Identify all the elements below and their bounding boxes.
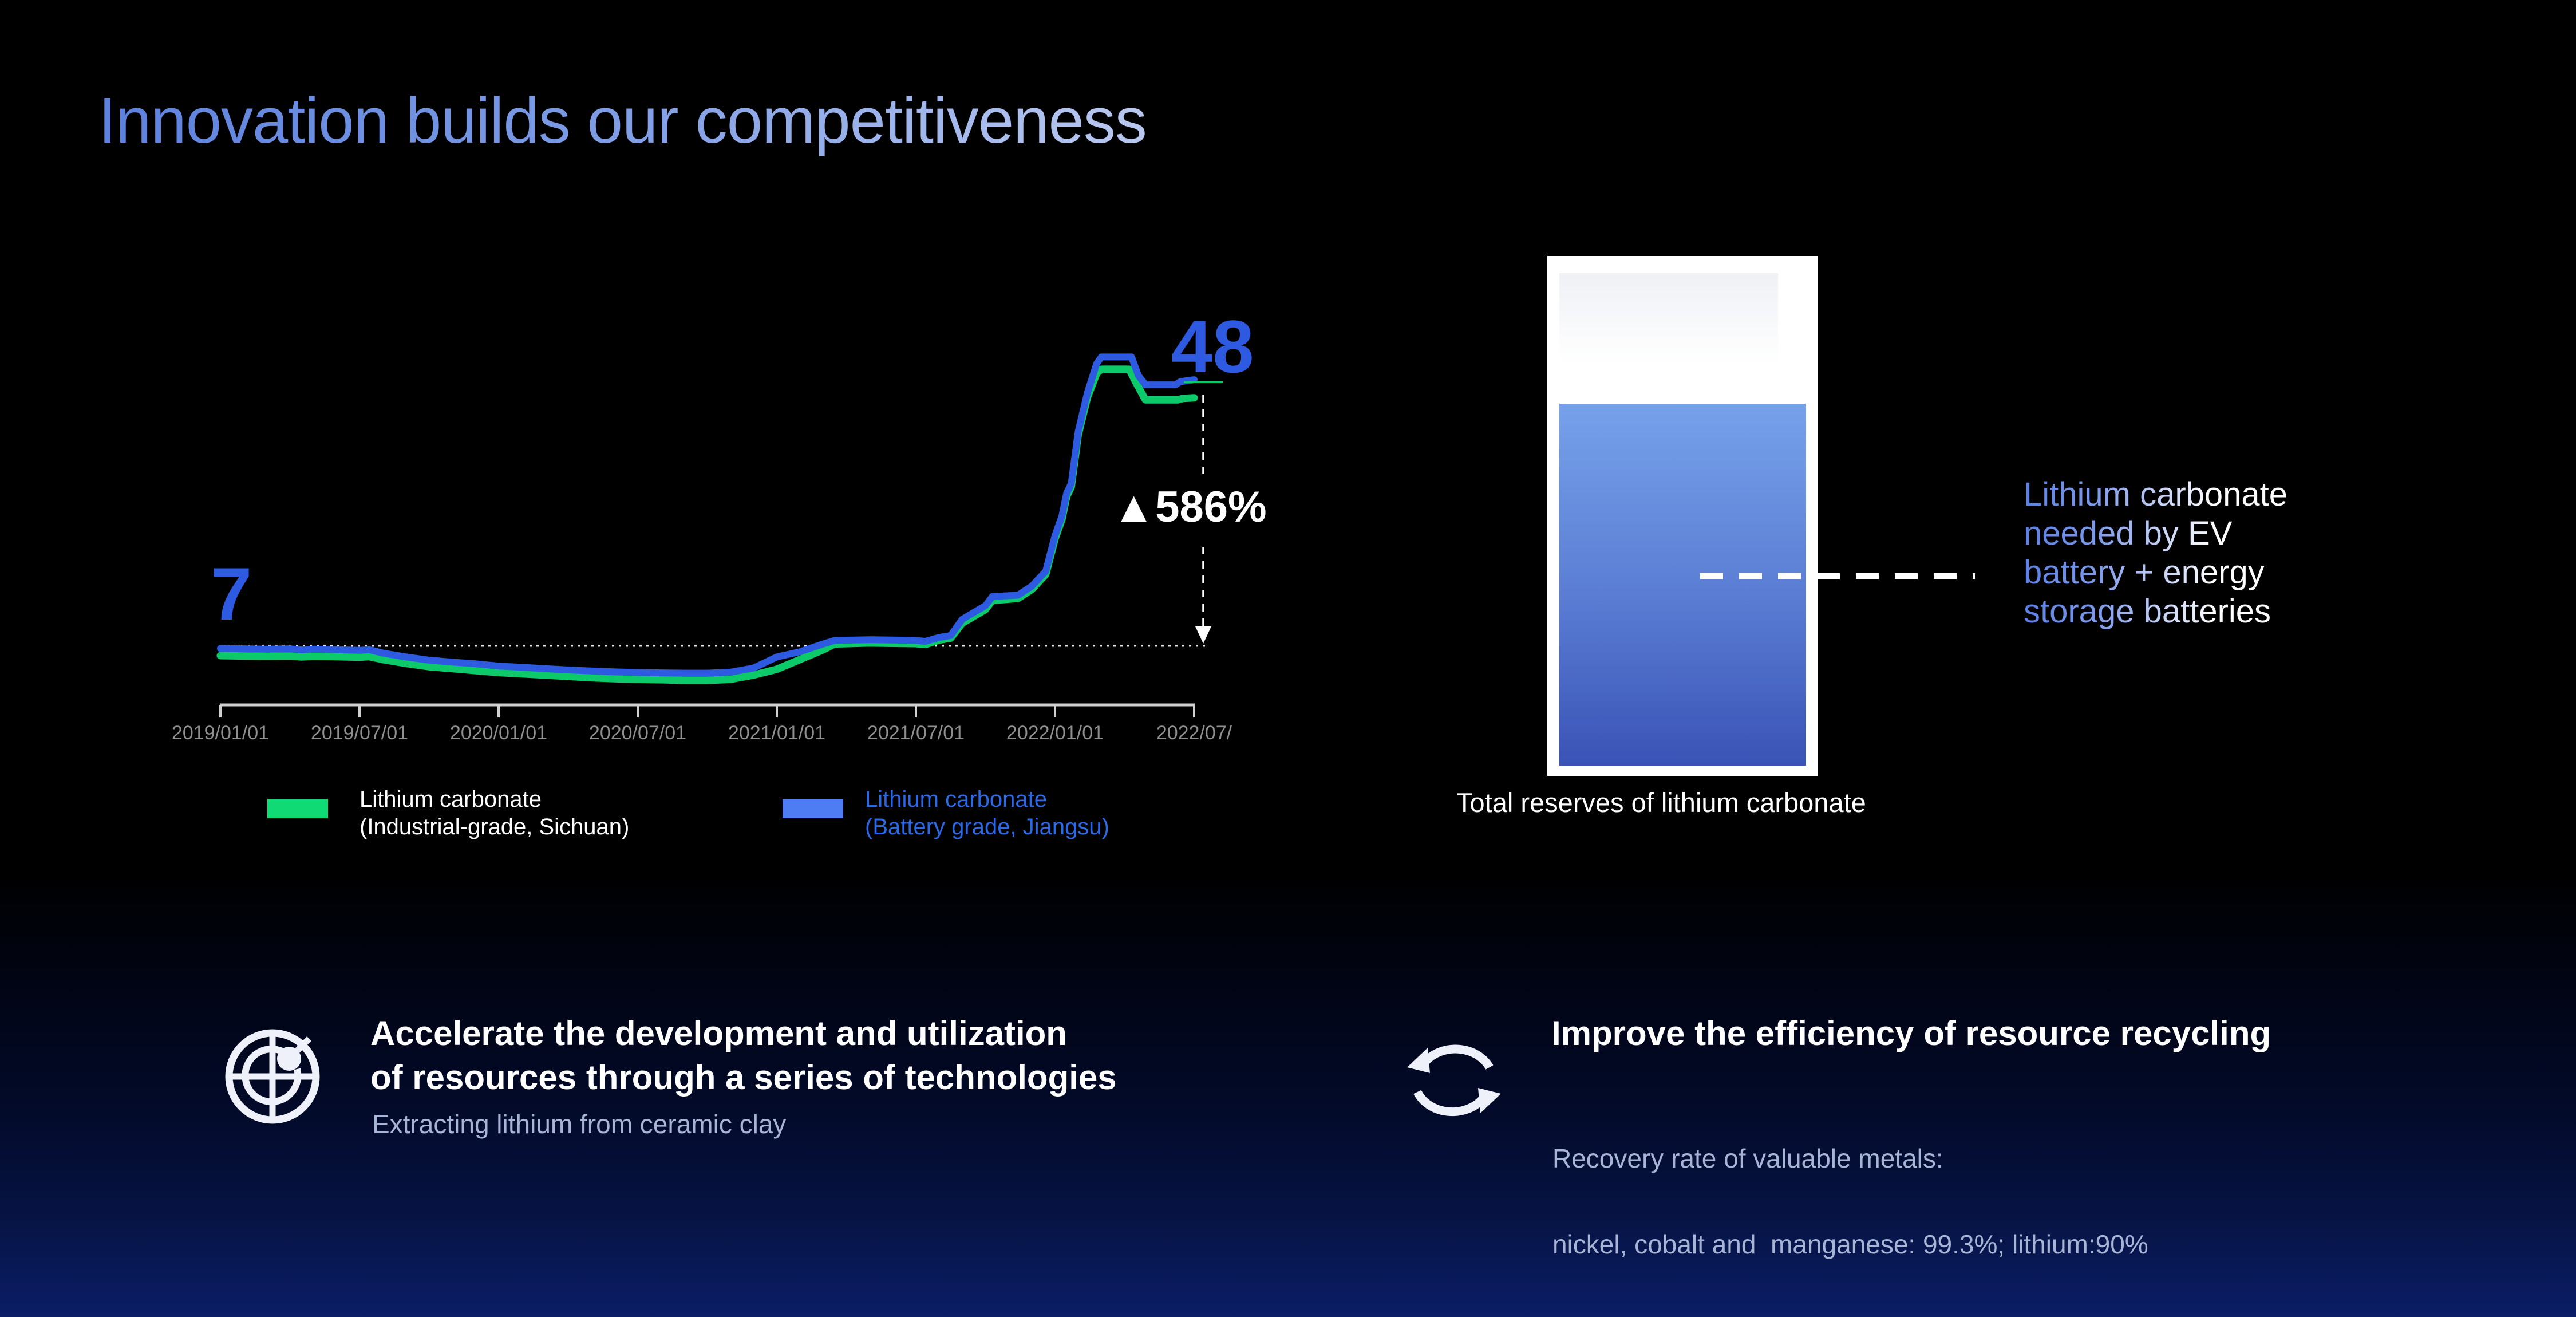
tank-demand-line: battery + energy: [2024, 554, 2265, 591]
radar-icon: [225, 1029, 320, 1124]
chart-start-value: 7: [211, 552, 252, 636]
x-axis-tick-label: 2019/01/01: [172, 722, 269, 744]
x-axis-tick-label: 2021/07/01: [867, 722, 965, 744]
item-sub-line: Recovery rate of valuable metals:: [1552, 1143, 1943, 1173]
legend-swatch-blue: [783, 799, 843, 818]
tank-leader-dashes: [1700, 573, 1975, 579]
item-heading-line: Accelerate the development and utilizati…: [370, 1014, 1067, 1052]
item-heading-technology: Accelerate the development and utilizati…: [370, 1011, 1117, 1099]
x-axis-tick-label: 2021/01/01: [728, 722, 825, 744]
x-axis-tick-label: 2020/01/01: [450, 722, 547, 744]
legend-label-line: (Industrial-grade, Sichuan): [359, 814, 630, 839]
tank-fill-level: [1559, 404, 1806, 766]
legend-label-battery: Lithium carbonate (Battery grade, Jiangs…: [865, 786, 1109, 841]
series-line: [217, 353, 1198, 677]
x-axis-tick-label: 2019/07/01: [311, 722, 408, 744]
drop-arrow-head: [1195, 626, 1211, 644]
item-sub-recycling: Recovery rate of valuable metals: nickel…: [1552, 1087, 2148, 1316]
x-axis-tick-label: 2022/01/01: [1006, 722, 1104, 744]
legend-item-battery: Lithium carbonate (Battery grade, Jiangs…: [783, 786, 1109, 841]
x-axis-tick-label: 2020/07/01: [589, 722, 686, 744]
legend-label-line: Lithium carbonate: [359, 787, 542, 812]
legend-item-industrial: Lithium carbonate (Industrial-grade, Sic…: [267, 786, 629, 841]
tank-demand-line: storage batteries: [2024, 593, 2271, 630]
tank-demand-line: Lithium carbonate: [2024, 476, 2288, 513]
item-sub-technology: Extracting lithium from ceramic clay: [372, 1109, 787, 1139]
tank-demand-line: needed by EV: [2024, 515, 2233, 552]
tank-shade: [1559, 273, 1778, 373]
tank-caption: Total reserves of lithium carbonate: [1456, 787, 1866, 818]
recycle-icon: [1407, 1044, 1501, 1117]
tank-demand-label: Lithium carbonate needed by EV battery +…: [2024, 475, 2287, 631]
legend-label-line: (Battery grade, Jiangsu): [865, 814, 1109, 839]
legend-swatch-green: [267, 799, 328, 818]
item-heading-line: of resources through a series of technol…: [370, 1058, 1117, 1097]
x-axis-tick-label: 2022/07/: [1156, 722, 1232, 744]
legend-label-industrial: Lithium carbonate (Industrial-grade, Sic…: [359, 786, 629, 841]
item-sub-line: nickel, cobalt and manganese: 99.3%; lit…: [1552, 1229, 2148, 1259]
reserves-tank: [1547, 256, 1818, 776]
legend-label-line: Lithium carbonate: [865, 787, 1047, 812]
chart-change-label: ▲586%: [1112, 483, 1267, 531]
series-line: [216, 365, 1198, 684]
page-title: Innovation builds our competitiveness: [98, 85, 1147, 156]
item-heading-recycling: Improve the efficiency of resource recyc…: [1551, 1014, 2271, 1052]
chart-end-value: 48: [1171, 305, 1254, 388]
